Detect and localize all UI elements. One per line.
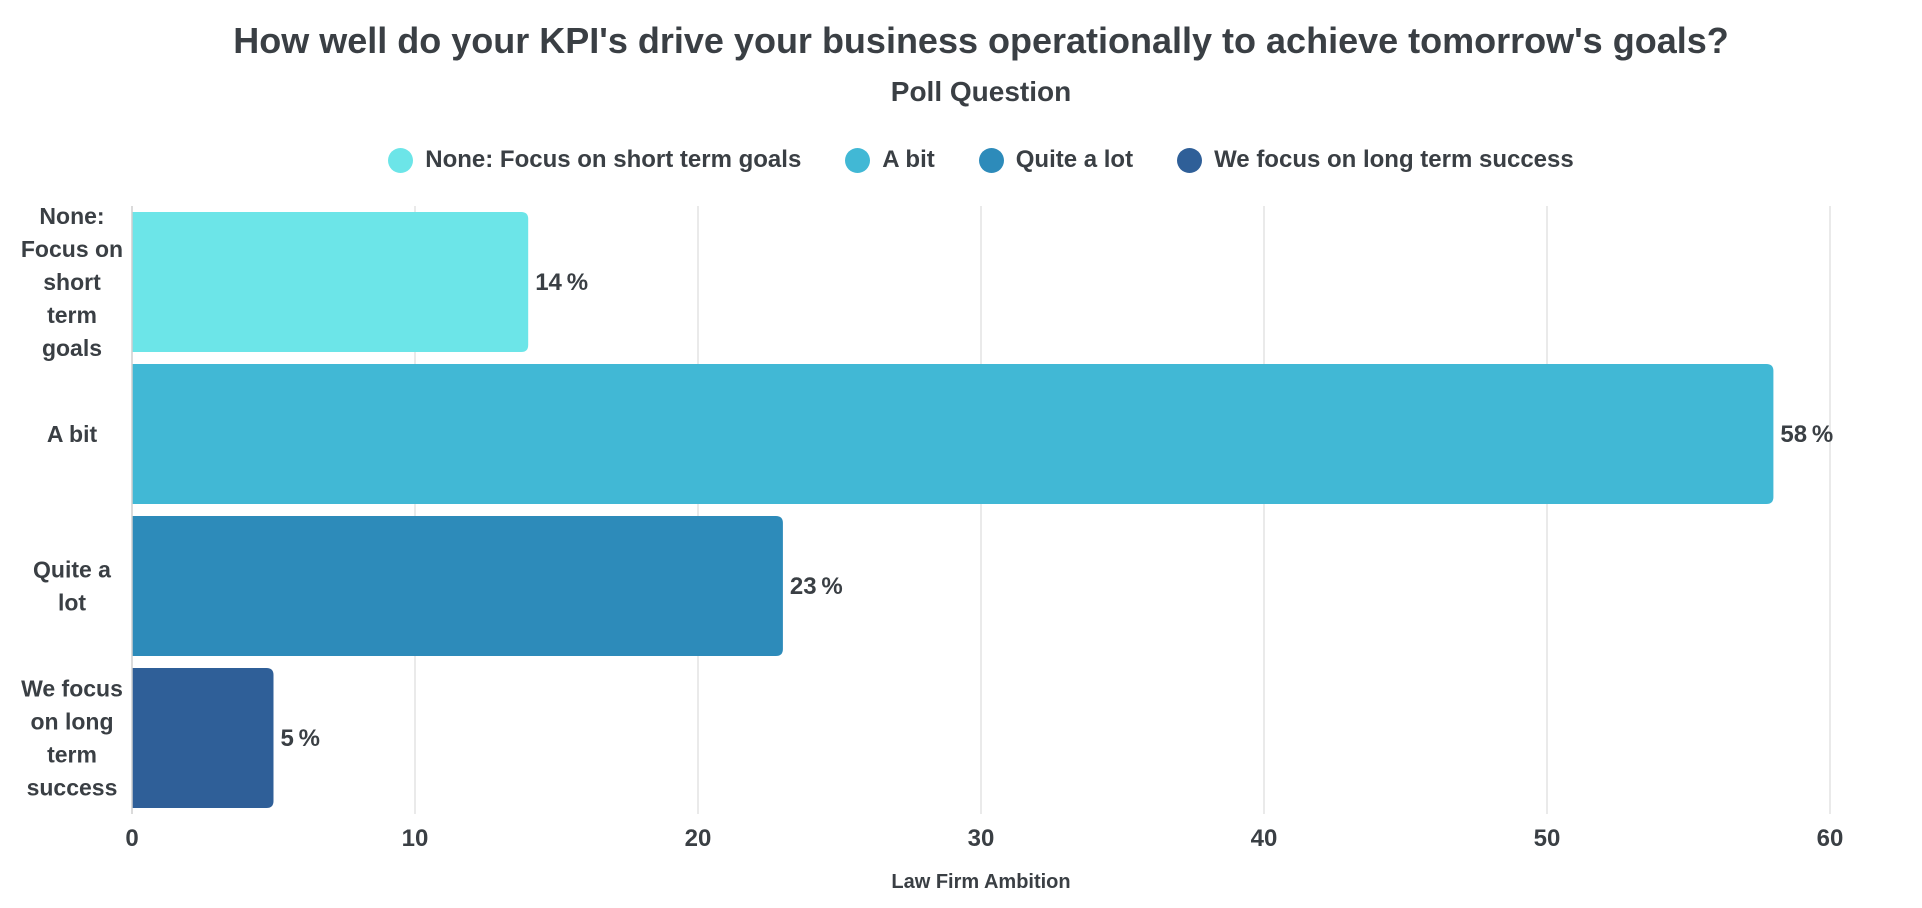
- legend-label: Quite a lot: [1015, 146, 1134, 173]
- legend-swatch: [1177, 147, 1203, 173]
- category-label: success: [27, 775, 118, 801]
- x-tick-label: 30: [968, 825, 995, 852]
- category-label: lot: [58, 590, 86, 616]
- legend-item[interactable]: None: Focus on short term goals: [388, 146, 801, 174]
- data-label: 23 %: [790, 573, 843, 600]
- data-label: 5 %: [281, 725, 321, 752]
- legend: None: Focus on short term goals A bit Quit…: [0, 146, 1922, 174]
- legend-swatch: [388, 147, 414, 173]
- category-label: term: [47, 302, 97, 328]
- x-tick-label: 50: [1534, 825, 1561, 852]
- category-label: short: [43, 269, 101, 295]
- bar: [132, 212, 529, 352]
- bar: [132, 668, 274, 808]
- x-tick-label: 40: [1251, 825, 1278, 852]
- legend-label: We focus on long term success: [1214, 146, 1574, 173]
- legend-item[interactable]: We focus on long term success: [1177, 146, 1574, 174]
- bar: [132, 364, 1774, 504]
- data-label: 58 %: [1780, 421, 1833, 448]
- legend-label: None: Focus on short term goals: [425, 146, 802, 173]
- legend-swatch: [845, 147, 871, 173]
- x-axis-title: Law Firm Ambition: [891, 871, 1070, 893]
- legend-item[interactable]: Quite a lot: [978, 146, 1134, 174]
- category-label: Focus on: [21, 236, 123, 262]
- category-label: term: [47, 742, 97, 768]
- x-tick-label: 10: [402, 825, 429, 852]
- category-label: Quite a: [33, 557, 111, 583]
- x-tick-label: 60: [1817, 825, 1844, 852]
- category-label: on long: [30, 709, 113, 735]
- bar: [132, 516, 783, 656]
- chart-subtitle: Poll Question: [890, 76, 1072, 107]
- legend-label: A bit: [882, 146, 935, 173]
- category-label: None:: [39, 203, 104, 229]
- legend-item[interactable]: A bit: [845, 146, 935, 174]
- legend-swatch: [978, 147, 1004, 173]
- category-label: A bit: [47, 421, 98, 447]
- chart-title: How well do your KPI's drive your busine…: [233, 20, 1729, 61]
- category-label: We focus: [21, 676, 123, 702]
- category-label: goals: [42, 335, 102, 361]
- x-tick-label: 0: [125, 825, 138, 852]
- data-label: 14 %: [535, 269, 588, 296]
- x-tick-label: 20: [685, 825, 712, 852]
